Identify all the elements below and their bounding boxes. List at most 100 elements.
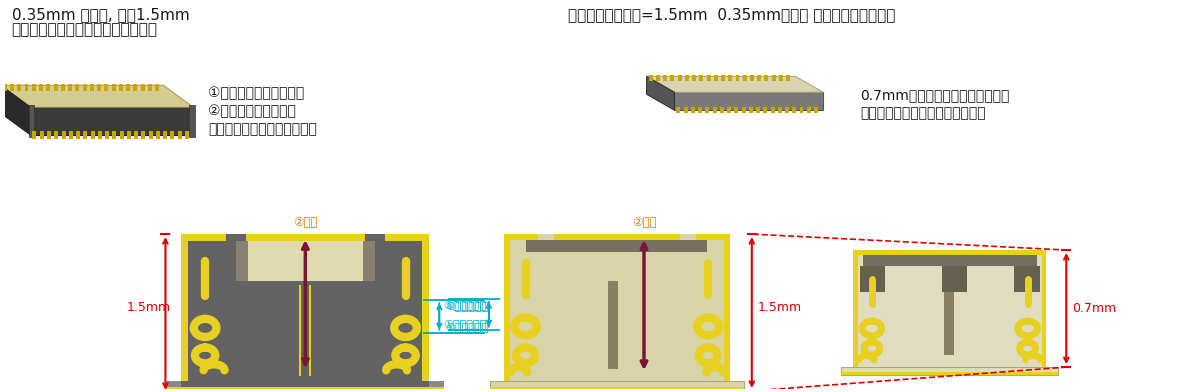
- Bar: [786, 75, 790, 82]
- Bar: [104, 84, 108, 91]
- Bar: [31, 84, 36, 91]
- Bar: [691, 107, 695, 113]
- Polygon shape: [674, 92, 823, 110]
- Text: 0.35mm ピッチ, 高さ1.5mm: 0.35mm ピッチ, 高さ1.5mm: [12, 7, 190, 22]
- Bar: [664, 75, 667, 82]
- Bar: [504, 234, 730, 240]
- Bar: [47, 84, 50, 91]
- Bar: [734, 107, 738, 113]
- Bar: [98, 131, 102, 139]
- Polygon shape: [1, 85, 193, 107]
- Text: ①有効嵌合が長く取れる: ①有効嵌合が長く取れる: [208, 86, 305, 100]
- Text: ①有効嵌合長: ①有効嵌合長: [443, 300, 486, 310]
- Bar: [649, 75, 653, 82]
- Bar: [713, 107, 716, 113]
- Bar: [17, 84, 22, 91]
- Bar: [40, 131, 43, 139]
- Bar: [54, 84, 58, 91]
- Bar: [140, 84, 145, 91]
- Bar: [178, 131, 181, 139]
- Bar: [181, 234, 188, 381]
- Bar: [785, 107, 790, 113]
- Bar: [756, 107, 760, 113]
- Bar: [68, 131, 73, 139]
- Bar: [142, 131, 145, 139]
- Bar: [721, 75, 725, 82]
- Bar: [61, 84, 65, 91]
- Bar: [119, 84, 122, 91]
- Bar: [134, 131, 138, 139]
- Bar: [97, 84, 101, 91]
- Bar: [841, 372, 1058, 375]
- Bar: [1042, 250, 1046, 367]
- Bar: [792, 107, 797, 113]
- Text: 0.7mm: 0.7mm: [1073, 302, 1116, 315]
- Bar: [190, 105, 196, 137]
- Text: ②深さ: ②深さ: [631, 216, 656, 229]
- Bar: [90, 131, 95, 139]
- Bar: [763, 107, 767, 113]
- Text: 0.7mm高さの製品をベースに設計: 0.7mm高さの製品をベースに設計: [860, 88, 1009, 102]
- Bar: [853, 250, 858, 367]
- Bar: [778, 107, 781, 113]
- Text: ①有効嵌合長: ①有効嵌合長: [445, 321, 488, 332]
- Bar: [149, 131, 152, 139]
- Bar: [40, 84, 43, 91]
- Bar: [155, 84, 160, 91]
- Text: されており、接点構造は変化無し: されており、接点構造は変化無し: [860, 106, 985, 120]
- Bar: [181, 234, 430, 381]
- Bar: [700, 75, 703, 82]
- Bar: [504, 234, 510, 381]
- Bar: [490, 381, 744, 391]
- Bar: [10, 84, 14, 91]
- Bar: [656, 75, 660, 82]
- Bar: [133, 84, 137, 91]
- Bar: [167, 381, 181, 392]
- Bar: [841, 367, 1058, 375]
- Bar: [76, 131, 80, 139]
- Bar: [677, 107, 680, 113]
- Bar: [113, 131, 116, 139]
- Text: ①有効嵌合長: ①有効嵌合長: [443, 319, 486, 328]
- Bar: [83, 84, 86, 91]
- Bar: [299, 285, 311, 376]
- Bar: [742, 107, 745, 113]
- Bar: [29, 105, 35, 137]
- Bar: [167, 387, 444, 392]
- Bar: [112, 84, 115, 91]
- Bar: [743, 75, 746, 82]
- Text: 嵌合の傾きに対して強くなる: 嵌合の傾きに対して強くなる: [208, 122, 317, 136]
- Bar: [678, 75, 682, 82]
- Bar: [772, 75, 775, 82]
- Bar: [527, 234, 707, 252]
- Bar: [24, 84, 29, 91]
- Bar: [167, 381, 444, 392]
- Bar: [148, 84, 152, 91]
- Bar: [750, 75, 754, 82]
- Bar: [779, 75, 782, 82]
- Bar: [728, 75, 732, 82]
- Polygon shape: [1, 85, 30, 135]
- Bar: [684, 107, 688, 113]
- Bar: [727, 107, 731, 113]
- Bar: [120, 131, 124, 139]
- Text: ②深く嵌合される為、: ②深く嵌合される為、: [208, 104, 296, 118]
- Bar: [1014, 267, 1039, 292]
- Bar: [54, 131, 59, 139]
- Bar: [163, 131, 167, 139]
- Text: 例：一般的な高さ=1.5mm  0.35mmピッチ 基板対基板コネクタ: 例：一般的な高さ=1.5mm 0.35mmピッチ 基板対基板コネクタ: [569, 7, 895, 22]
- Bar: [61, 131, 66, 139]
- Bar: [106, 131, 109, 139]
- Bar: [83, 131, 88, 139]
- Bar: [127, 131, 131, 139]
- Text: 1.5mm: 1.5mm: [757, 301, 802, 314]
- Bar: [2, 84, 7, 91]
- Bar: [860, 267, 886, 292]
- Bar: [236, 234, 247, 281]
- Bar: [806, 107, 811, 113]
- Bar: [853, 250, 1046, 255]
- Bar: [944, 291, 954, 356]
- Bar: [724, 234, 730, 381]
- Bar: [698, 107, 702, 113]
- Bar: [226, 234, 246, 241]
